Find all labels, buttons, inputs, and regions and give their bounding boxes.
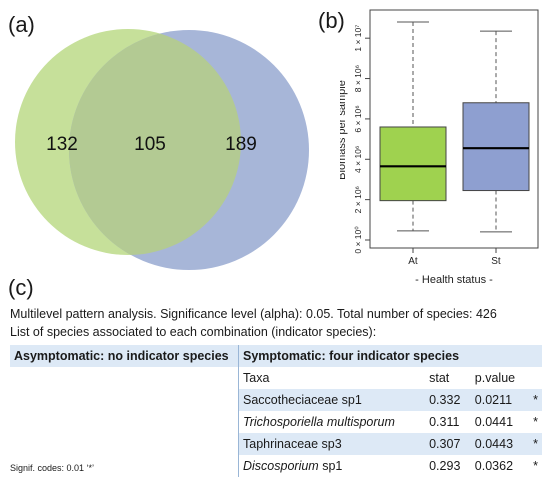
list-caption: List of species associated to each combi… [10,325,377,339]
panel-label-b: (b) [318,8,345,33]
venn-overlap-count: 105 [134,134,166,155]
pvalue-cell: 0.0441 [474,415,514,429]
taxa-cell: Discosporium sp1 [243,459,343,473]
y-tick-label: 6 × 10⁶ [353,105,363,132]
venn-diagram: 132 105 189 [15,29,309,270]
venn-left-count: 132 [46,134,78,155]
y-tick-label: 4 × 10⁶ [353,146,363,173]
signif-cell: * [527,433,542,455]
symptomatic-header: Symptomatic: four indicator species [238,345,542,367]
panel-label-c: (c) [8,275,34,300]
pvalue-cell: 0.0211 [470,389,527,411]
boxes [379,21,530,233]
taxa-cell: Trichosporiella multisporum [243,415,395,429]
panel-label-a: (a) [8,12,35,37]
y-axis: 0 × 10⁰ 2 × 10⁶ 4 × 10⁶ 6 × 10⁶ 8 × 10⁶ 1 × 1… [353,25,370,254]
signif-codes: Signif. codes: 0.01 ‘*’ [10,463,95,473]
analysis-summary: Multilevel pattern analysis. Significanc… [10,307,497,321]
box-st [462,30,530,233]
x-axis-label: - Health status - [415,274,493,286]
plot-frame [369,9,539,249]
taxa-cell: Taphrinaceae sp3 [238,433,426,455]
table-row: Trichosporiella multisporum 0.311 0.0441… [10,411,542,433]
venn-overlap [69,30,241,255]
stat-cell: 0.311 [429,415,460,429]
y-tick-label: 1 × 10⁷ [353,25,363,52]
table-row: Taphrinaceae sp3 0.307 0.0443 * [10,433,542,455]
asymptomatic-header: Asymptomatic: no indicator species [10,345,239,367]
box-iqr [462,102,530,192]
col-taxa: Taxa [238,367,426,389]
boxplot-chart: 0 × 10⁰ 2 × 10⁶ 4 × 10⁶ 6 × 10⁶ 8 × 10⁶ 1 × 1… [340,9,539,286]
venn-right-count: 189 [225,134,257,155]
y-tick-label: 8 × 10⁶ [353,65,363,92]
pvalue-cell: 0.0362 [474,459,514,473]
col-stat: stat [425,367,471,389]
x-tick-label: At [408,256,418,267]
pvalue-cell: 0.0443 [470,433,527,455]
stat-cell: 0.332 [425,389,471,411]
x-tick-label: St [491,256,501,267]
signif-cell: * [527,389,542,411]
col-pvalue: p.value [470,367,527,389]
y-axis-label: Biomass per sample [340,80,348,180]
y-tick-label: 0 × 10⁰ [353,226,363,254]
stat-cell: 0.293 [429,459,461,473]
x-axis: At St [408,248,501,267]
table-columns-row: Taxa stat p.value [10,367,542,389]
taxa-cell: Saccotheciaceae sp1 [238,389,426,411]
signif-cell: * [533,459,538,473]
table-row: Discosporium sp1 0.293 0.0362 * [10,455,542,477]
y-tick-label: 2 × 10⁶ [353,186,363,213]
box-at [379,21,447,232]
indicator-table: Asymptomatic: no indicator species Sympt… [10,345,542,477]
table-row: Saccotheciaceae sp1 0.332 0.0211 * [10,389,542,411]
box-iqr [379,126,447,202]
stat-cell: 0.307 [425,433,471,455]
signif-cell: * [533,415,538,429]
table-header-row: Asymptomatic: no indicator species Sympt… [10,345,542,367]
